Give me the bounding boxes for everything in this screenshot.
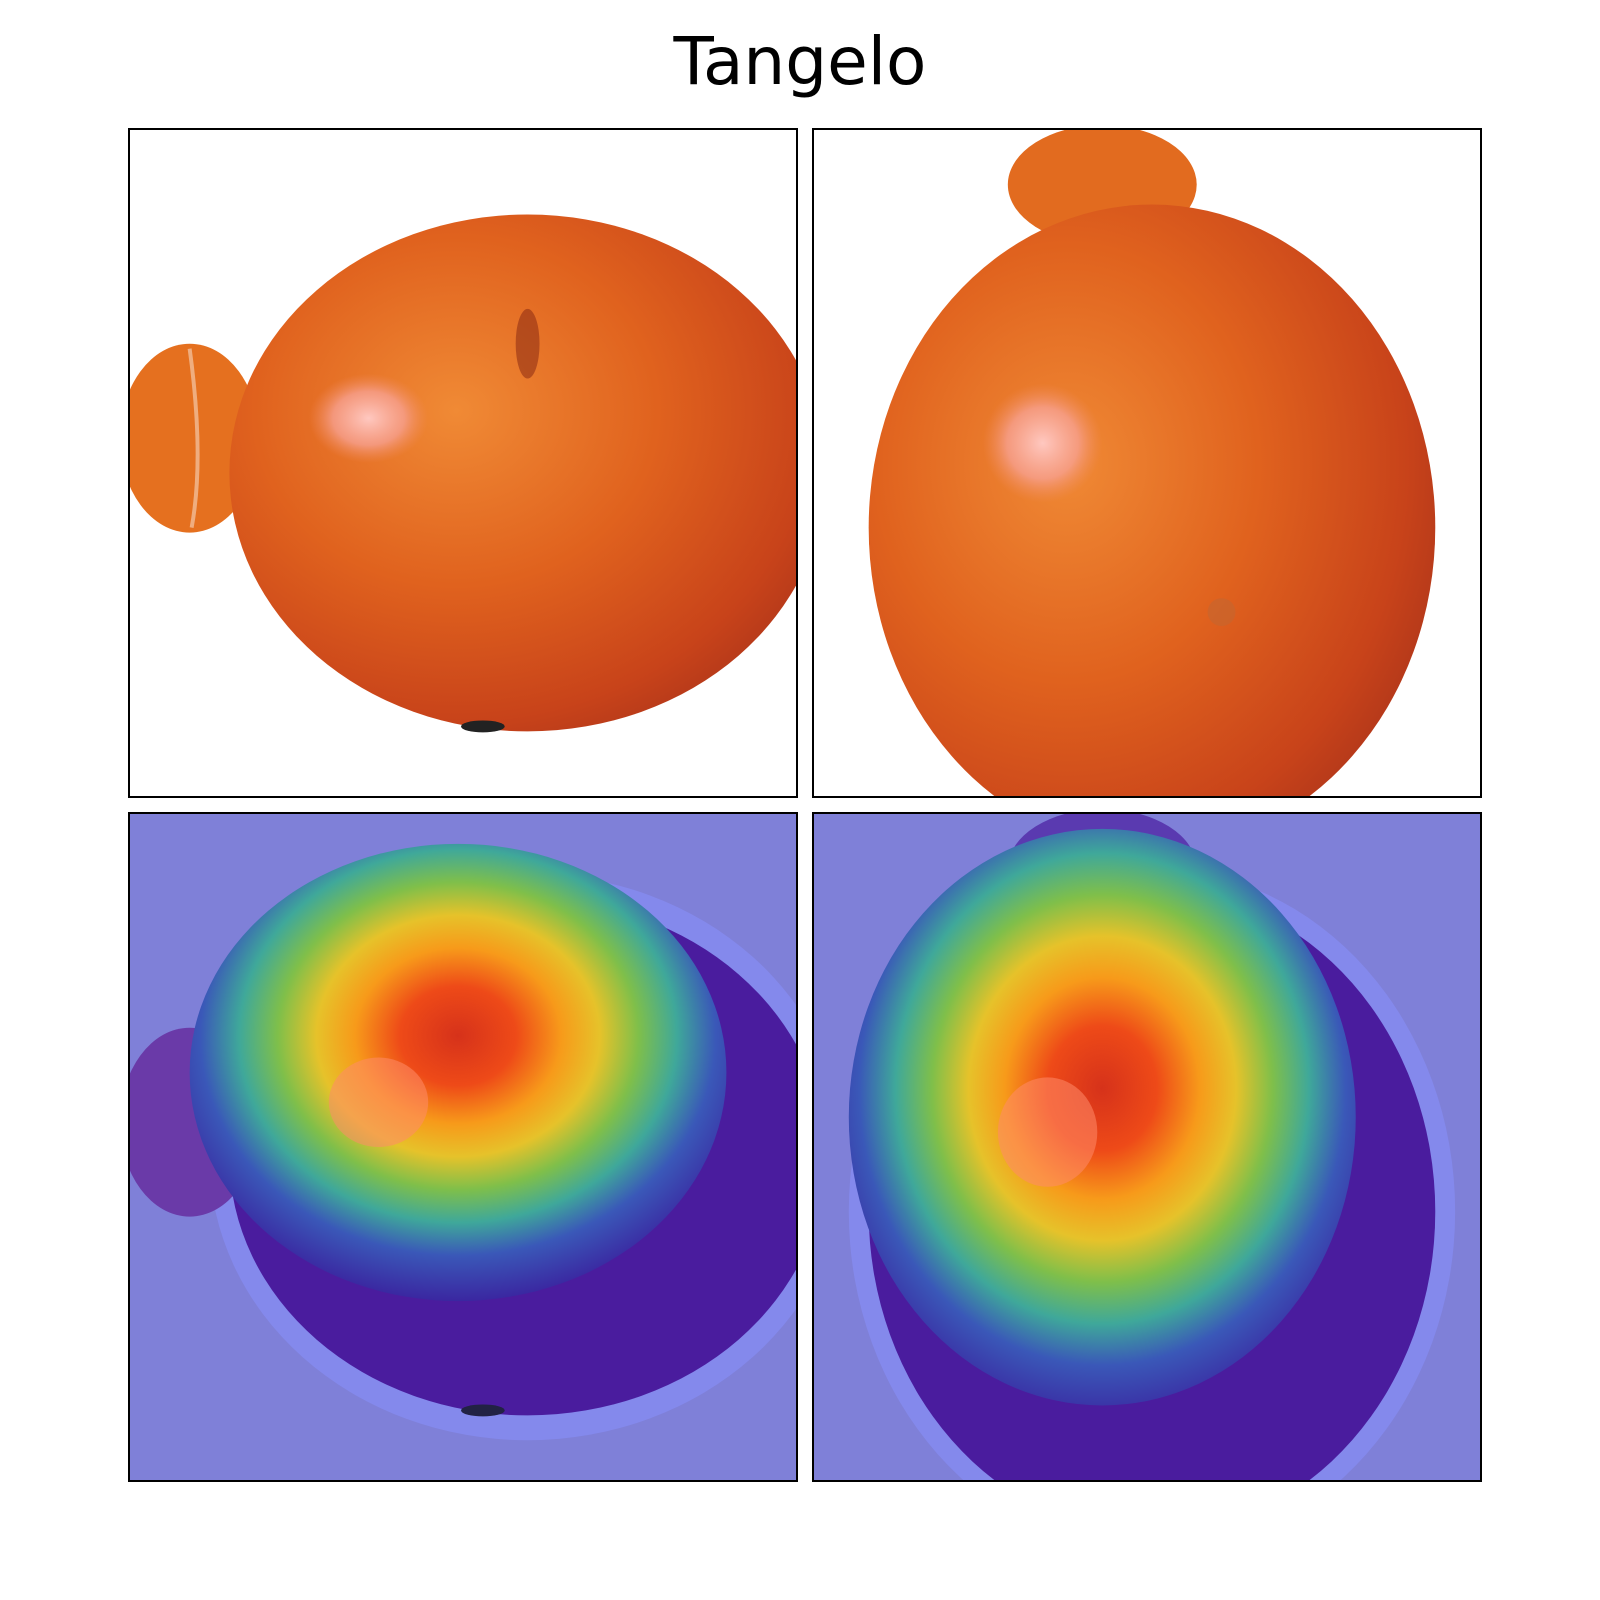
original-image-right [812,128,1482,798]
tangelo-photo-left [130,130,796,796]
heatmap-image-left [128,812,798,1482]
saliency-heatmap-right [814,814,1480,1480]
heatmap-image-right [812,812,1482,1482]
figure-title: Tangelo [673,23,927,100]
tangelo-photo-right [814,130,1480,796]
original-image-left [128,128,798,798]
saliency-heatmap-left [130,814,796,1480]
